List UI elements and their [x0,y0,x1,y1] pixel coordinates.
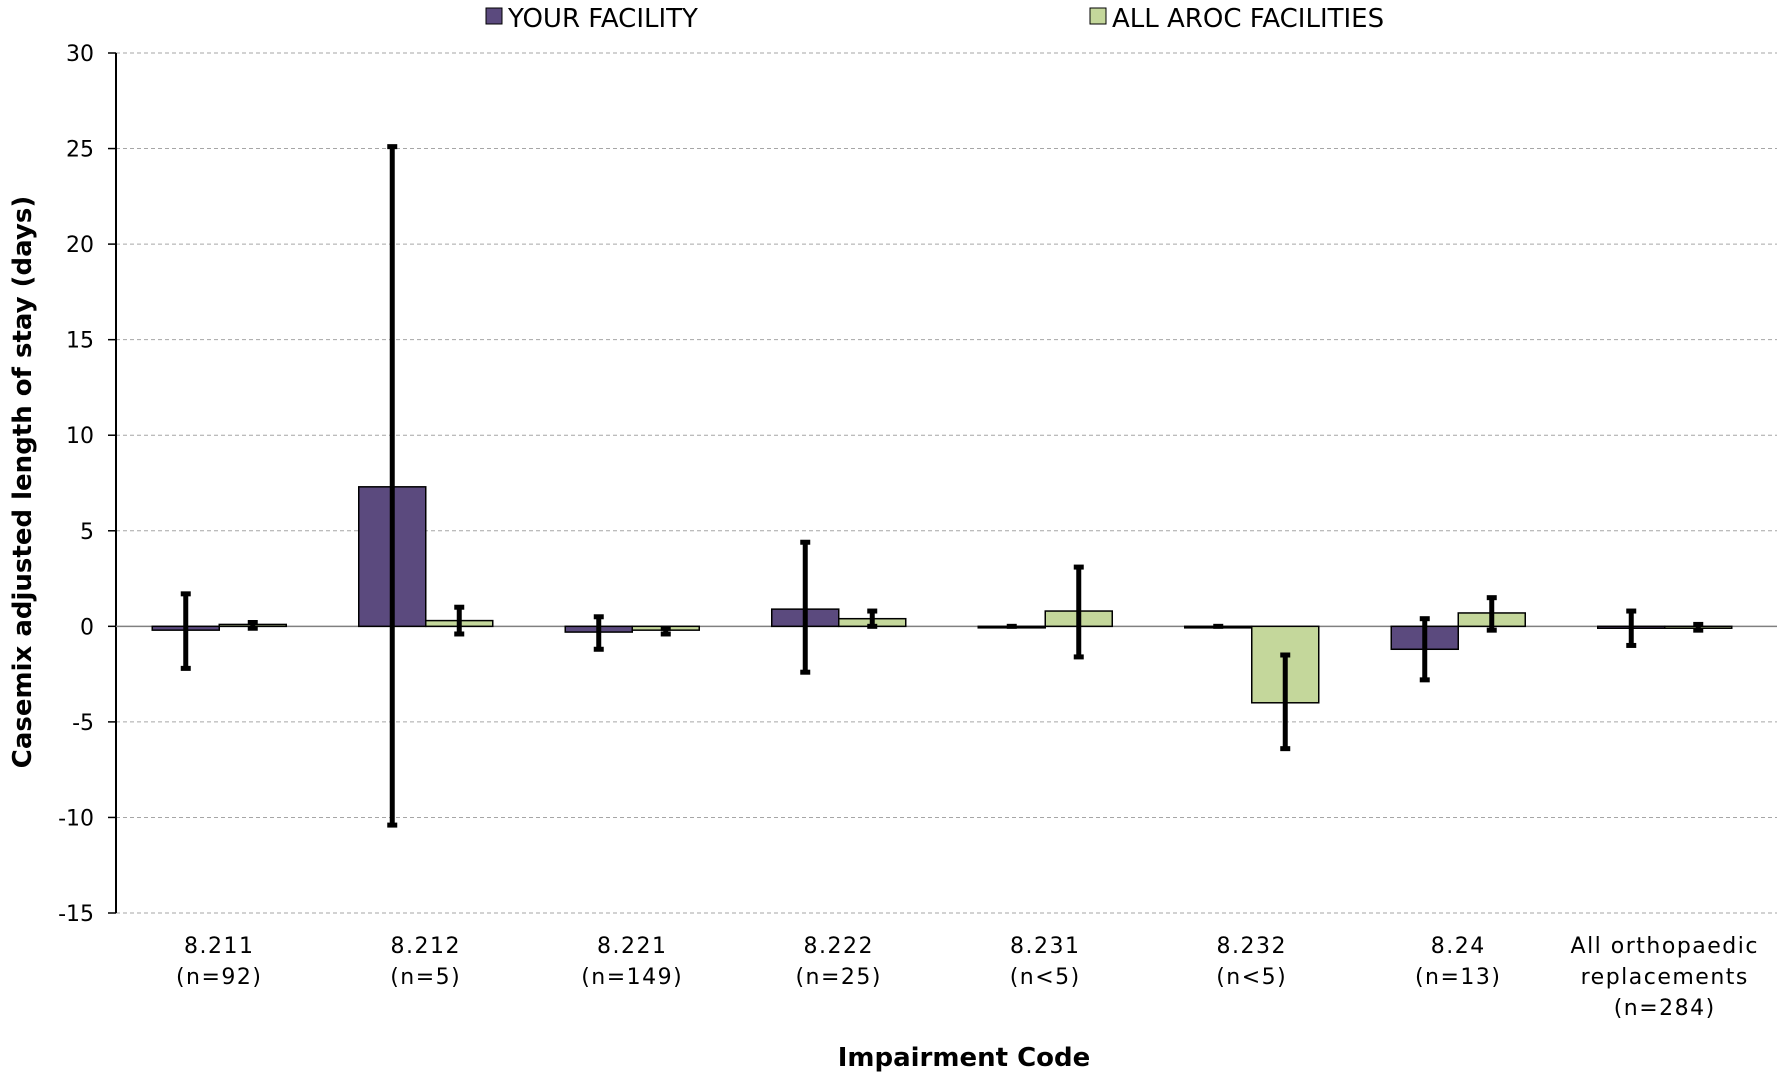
x-tick-label: 8.212 [391,934,461,959]
legend: YOUR FACILITY ALL AROC FACILITIES [485,4,1384,34]
error-bar [1626,608,1637,648]
error-bar [593,614,604,652]
legend-item: YOUR FACILITY [485,4,698,34]
error-bar [867,608,878,629]
y-tick-label: 0 [80,615,94,640]
x-tick-label: replacements [1581,965,1749,990]
error-bar [1486,595,1497,633]
y-tick-label: 25 [66,138,94,163]
error-bar [180,591,191,671]
error-bar [1693,621,1704,633]
error-bar [454,604,465,637]
legend-swatch [485,7,503,25]
x-tick-label: 8.24 [1431,934,1486,959]
y-tick-label: -10 [58,806,94,831]
legend-label: YOUR FACILITY [507,4,698,34]
y-axis-title: Casemix adjusted length of stay (days) [8,196,38,768]
x-tick-label: (n<5) [1216,965,1287,990]
y-tick-label: 15 [66,329,94,354]
x-tick-label: (n<5) [1010,965,1081,990]
error-bar [800,539,811,675]
error-bar [387,144,398,828]
error-bar [1073,564,1084,660]
y-tick-label: 20 [66,233,94,258]
x-tick-label: (n=92) [176,965,263,990]
x-tick-label: All orthopaedic [1571,934,1759,959]
x-tick-label: 8.211 [184,934,254,959]
error-bars [180,144,1704,828]
x-tick-label: (n=25) [795,965,882,990]
legend-label: ALL AROC FACILITIES [1112,4,1384,34]
legend-item: ALL AROC FACILITIES [1089,4,1384,34]
error-bar [1419,616,1430,683]
error-bar [660,625,671,637]
y-tick-label: 30 [66,42,94,67]
x-tick-label: 8.231 [1010,934,1080,959]
x-axis-title: Impairment Code [838,1043,1091,1073]
error-bar [1280,652,1291,752]
x-tick-label: (n=284) [1614,996,1716,1021]
bars [151,486,1733,704]
x-tick-label: (n=5) [390,965,461,990]
x-tick-label: 8.221 [597,934,667,959]
x-tick-label: 8.222 [804,934,874,959]
y-tick-label: 10 [66,424,94,449]
y-tick-label: 5 [80,520,94,545]
gridlines [116,52,1777,914]
y-tick-label: -5 [72,711,94,736]
legend-swatch [1089,7,1107,25]
x-tick-label: (n=149) [581,965,683,990]
y-tick-label: -15 [58,902,94,927]
x-tick-label: (n=13) [1415,965,1502,990]
axis-labels: 30 25 20 15 10 5 0 -5 -10 -15 8.211 (n=92) 8.212 (n=5… [8,42,1759,1073]
axes [108,52,1777,914]
x-tick-label: 8.232 [1217,934,1287,959]
error-bar [247,620,258,631]
